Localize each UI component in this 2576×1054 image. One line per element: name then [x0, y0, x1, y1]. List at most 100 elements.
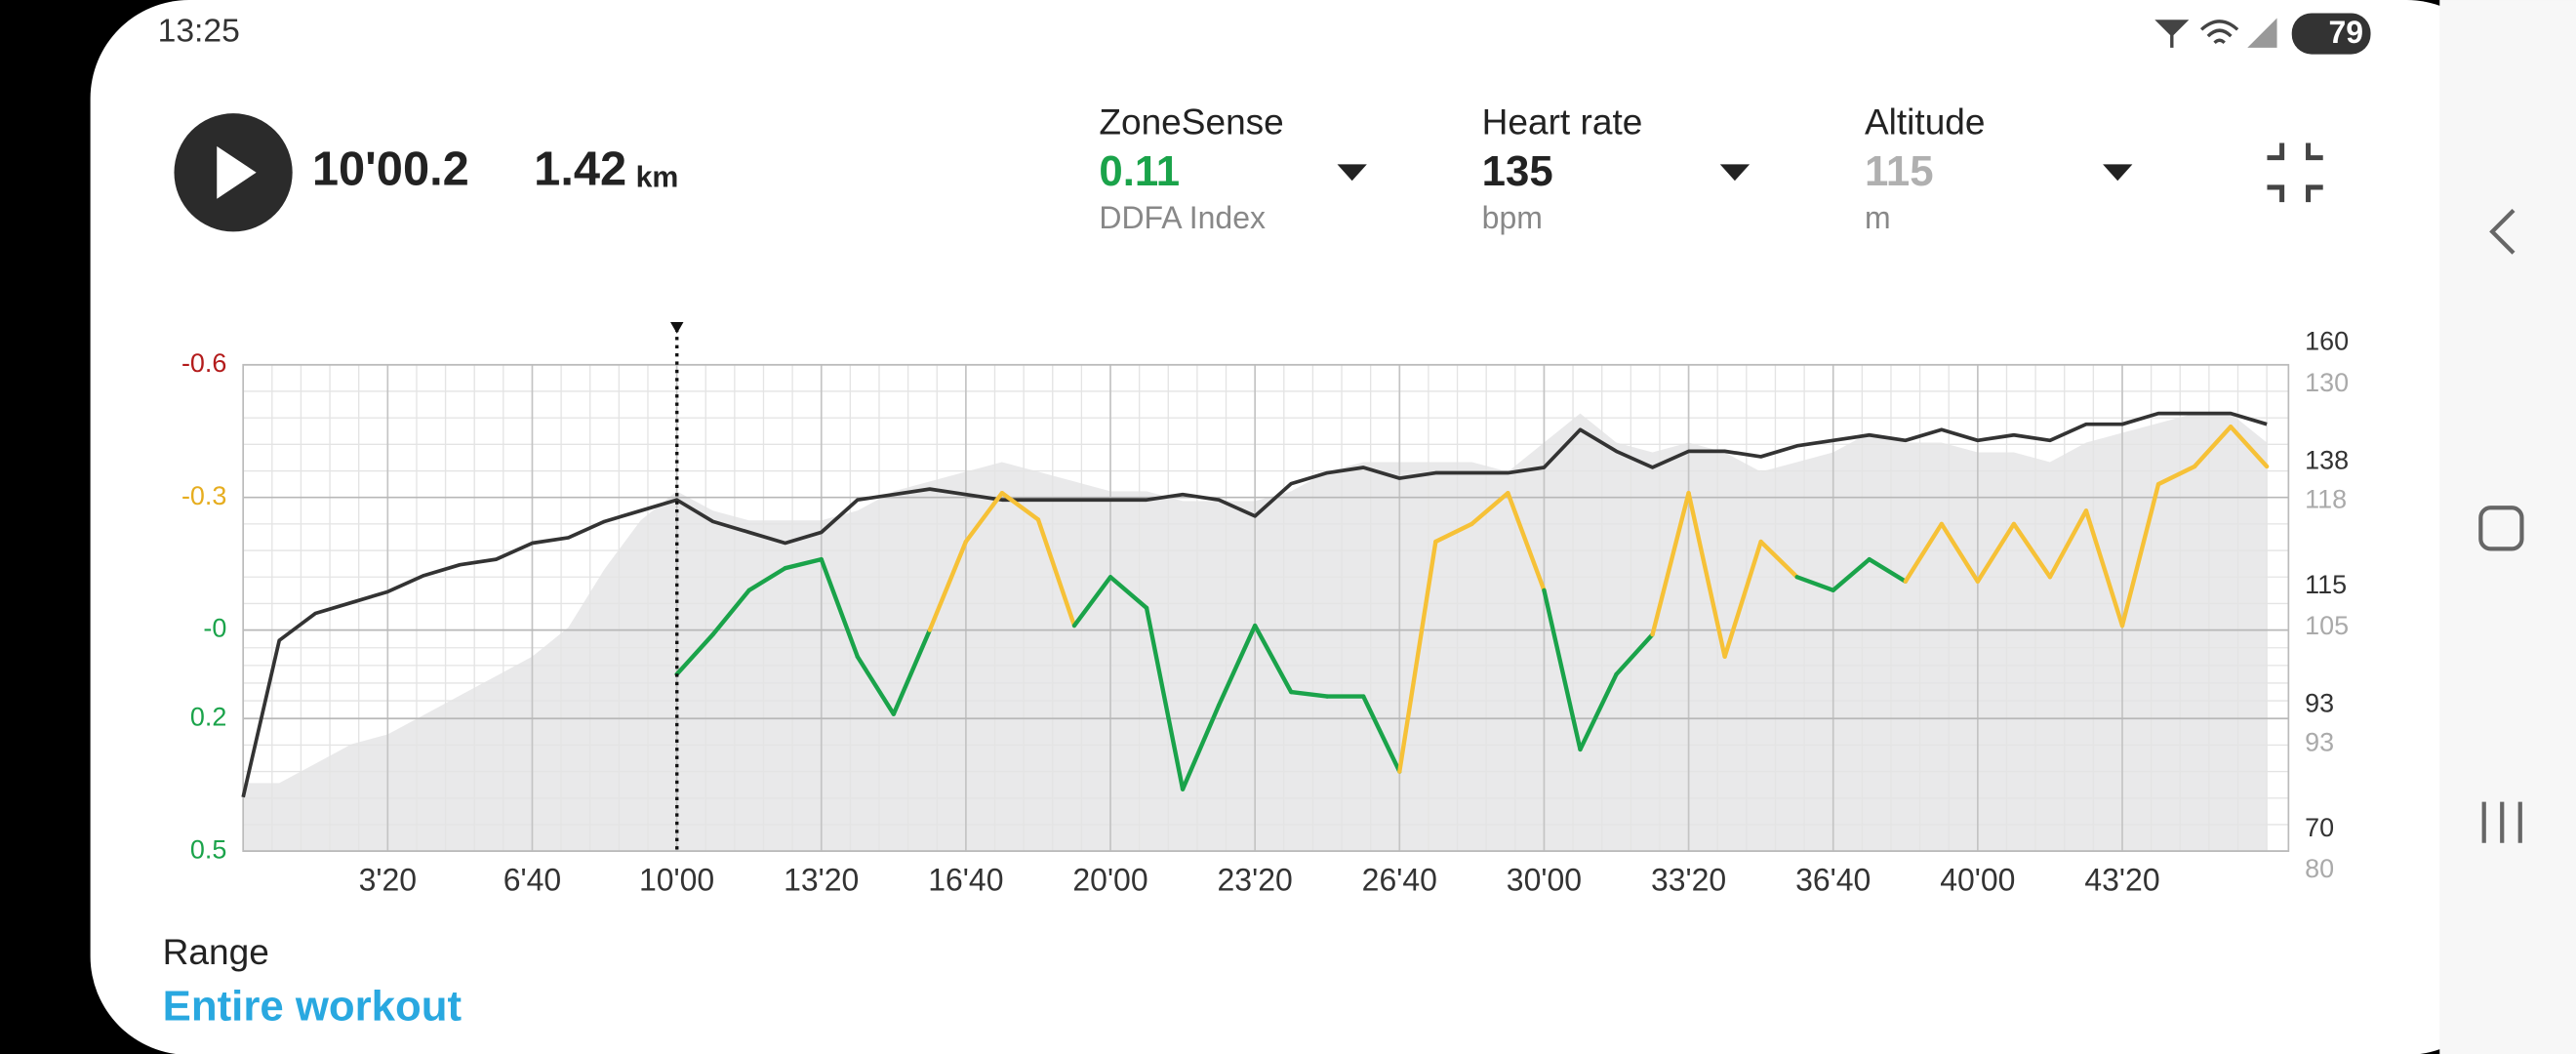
battery-level: 79	[2329, 15, 2364, 50]
y3-tick-label: 80	[2305, 854, 2334, 883]
zonesense-segment	[1469, 490, 1510, 527]
metric-dropdown[interactable]	[1337, 164, 1367, 182]
zonesense-segment	[1071, 575, 1113, 628]
zonesense-segment	[2192, 425, 2234, 469]
zonesense-segment	[1578, 671, 1619, 752]
zonesense-segment	[1831, 556, 1872, 593]
zonesense-segment	[1361, 694, 1402, 774]
y3-tick-label: 105	[2305, 611, 2349, 640]
wifi-icon	[2199, 20, 2239, 45]
y-tick-label: 0.5	[190, 834, 226, 864]
y-tick-label: -0	[203, 614, 226, 643]
x-tick-label: 33'20	[1651, 863, 1726, 898]
signal-icon	[2154, 20, 2190, 48]
zonesense-segment	[1035, 517, 1077, 628]
x-tick-label: 36'40	[1795, 863, 1871, 898]
range-label: Range	[163, 931, 269, 972]
x-tick-label: 16'40	[928, 863, 1003, 898]
metric-name: Heart rate	[1482, 101, 1643, 142]
y-tick-label: -0.3	[181, 481, 226, 510]
y2-tick-label: 93	[2305, 689, 2334, 718]
metric-unit: DDFA Index	[1099, 200, 1266, 235]
zonesense-segment	[1180, 703, 1222, 791]
metric-name: ZoneSense	[1099, 101, 1283, 142]
zonesense-segment	[1758, 539, 1799, 580]
zonesense-segment	[674, 631, 715, 677]
zonesense-segment	[1686, 490, 1727, 659]
zonesense-segment	[2047, 508, 2089, 580]
metric-dropdown[interactable]	[2103, 164, 2133, 182]
zonesense-segment	[1289, 689, 1330, 699]
zonesense-segment	[999, 490, 1041, 522]
y-tick-label: -0.6	[181, 348, 226, 378]
nav-back[interactable]	[2489, 209, 2516, 255]
zonesense-segment	[1433, 521, 1474, 545]
zonesense-segment	[1975, 521, 2017, 584]
zonesense-segment	[2083, 508, 2125, 628]
zonesense-segment	[855, 654, 896, 716]
x-tick-label: 30'00	[1507, 863, 1582, 898]
zonesense-segment	[1107, 575, 1149, 611]
zonesense-segment	[710, 588, 751, 637]
nav-home[interactable]	[2478, 506, 2524, 551]
zonesense-segment	[2228, 425, 2270, 469]
elapsed-time: 10'00.2	[312, 143, 469, 196]
zonesense-segment	[1722, 539, 1763, 659]
zonesense-segment	[1252, 623, 1294, 695]
zonesense-segment	[1397, 539, 1438, 774]
metric-unit: m	[1865, 200, 1891, 235]
zonesense-segment	[819, 556, 860, 659]
plot-frame	[242, 363, 2290, 852]
x-tick-label: 6'40	[503, 863, 561, 898]
battery	[2291, 13, 2371, 55]
zonesense-segment	[963, 490, 1005, 545]
playhead-marker	[670, 322, 684, 334]
zonesense-segment	[1939, 521, 1981, 584]
range-value[interactable]: Entire workout	[163, 982, 463, 1030]
zonesense-segment	[1144, 605, 1186, 791]
zonesense-segment	[1867, 556, 1908, 584]
x-tick-label: 26'40	[1362, 863, 1437, 898]
zonesense-segment	[2155, 464, 2197, 487]
y2-tick-label: 138	[2305, 446, 2349, 475]
metric-dropdown[interactable]	[1719, 164, 1751, 182]
zonesense-segment	[1506, 490, 1547, 593]
zonesense-segment	[2011, 521, 2053, 580]
y2-tick-label: 70	[2305, 813, 2334, 842]
zonesense-segment	[1903, 521, 1945, 584]
metric-unit: bpm	[1482, 200, 1543, 235]
play-icon	[217, 145, 257, 199]
y3-tick-label: 130	[2305, 368, 2349, 397]
distance: 1.42	[534, 143, 626, 196]
zonesense-segment	[927, 539, 969, 632]
cell-icon	[2247, 18, 2277, 48]
metric-value: 135	[1482, 147, 1553, 195]
x-tick-label: 3'20	[359, 863, 417, 898]
x-tick-label: 13'20	[784, 863, 859, 898]
y3-tick-label: 93	[2305, 728, 2334, 757]
heart-rate-line	[241, 411, 2268, 798]
clock: 13:25	[158, 14, 240, 50]
zonesense-segment	[891, 628, 933, 716]
nav-recent[interactable]	[2481, 801, 2522, 843]
y-tick-label: 0.2	[190, 702, 226, 731]
x-tick-label: 20'00	[1072, 863, 1147, 898]
x-tick-label: 23'20	[1218, 863, 1293, 898]
metrics: ZoneSense 0.11 DDFA Index Heart rate 135 bpm A…	[1099, 101, 2133, 235]
distance-unit: km	[636, 162, 679, 194]
zonesense-segment	[1614, 631, 1655, 677]
zonesense-segment	[1542, 588, 1583, 752]
y3-tick-label: 118	[2305, 484, 2347, 513]
x-tick-label: 40'00	[1940, 863, 2015, 898]
zonesense-segment	[783, 556, 824, 571]
y2-tick-label: 160	[2305, 327, 2349, 356]
metric-value: 115	[1865, 147, 1934, 195]
y2-tick-label: 115	[2305, 570, 2347, 599]
nav-bar	[2439, 0, 2576, 1054]
metric-value: 0.11	[1099, 147, 1180, 195]
zonesense-segment	[1216, 623, 1258, 708]
zonesense-segment	[1650, 490, 1691, 637]
collapse-button[interactable]	[2267, 142, 2323, 203]
